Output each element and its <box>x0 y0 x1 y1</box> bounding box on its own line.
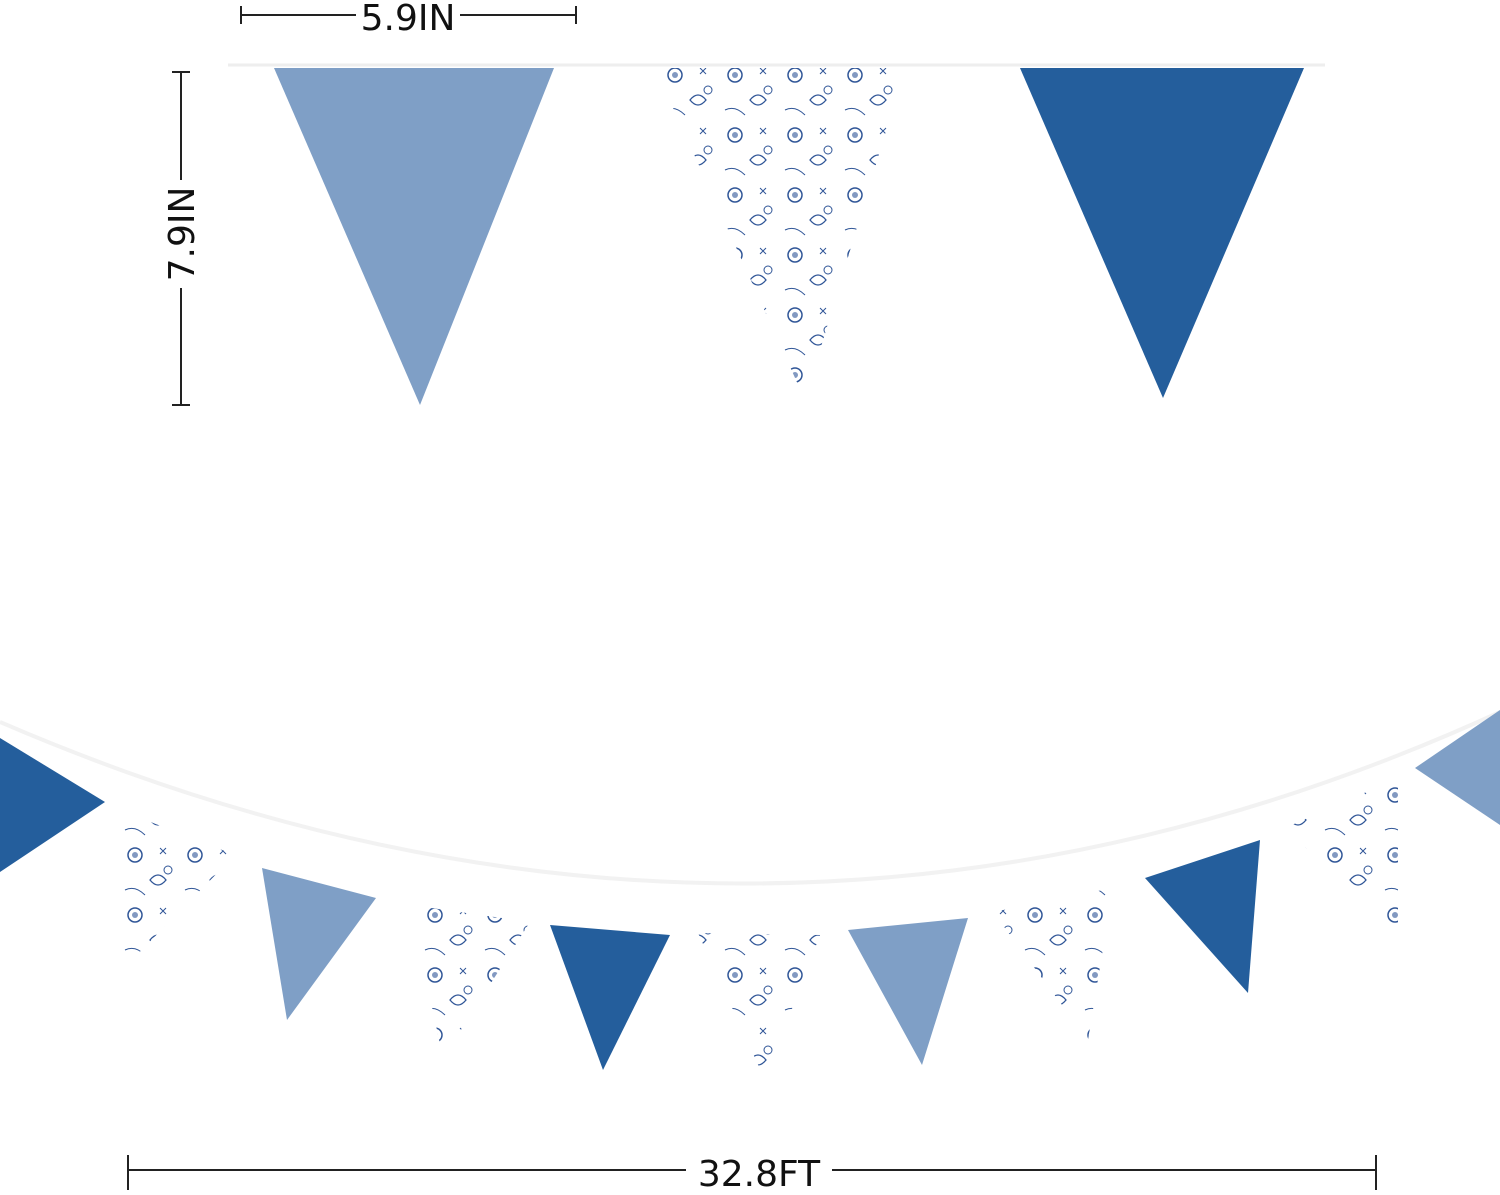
height-label: 7.9IN <box>162 187 203 282</box>
light-blue-pennant <box>1415 710 1500 825</box>
length-label: 32.8FT <box>698 1154 821 1195</box>
dark-blue-pennant <box>1020 68 1304 398</box>
dark-blue-pennant <box>0 738 105 872</box>
floral-pennant <box>993 888 1113 1040</box>
height-ruler: 7.9IN <box>162 71 203 406</box>
floral-pennant <box>655 68 905 400</box>
floral-pennant <box>1285 778 1398 935</box>
light-blue-pennant <box>274 68 554 405</box>
floral-pennant <box>698 933 820 1080</box>
dark-blue-pennant <box>1145 840 1260 993</box>
dark-blue-pennant <box>550 925 670 1070</box>
width-ruler: 5.9IN <box>240 0 577 39</box>
width-label: 5.9IN <box>361 0 456 39</box>
floral-pennant <box>120 810 235 970</box>
bottom-string <box>0 710 1500 886</box>
light-blue-pennant <box>848 918 968 1065</box>
floral-pennant <box>410 905 530 1058</box>
light-blue-pennant <box>262 868 376 1020</box>
length-ruler: 32.8FT <box>127 1154 1377 1195</box>
